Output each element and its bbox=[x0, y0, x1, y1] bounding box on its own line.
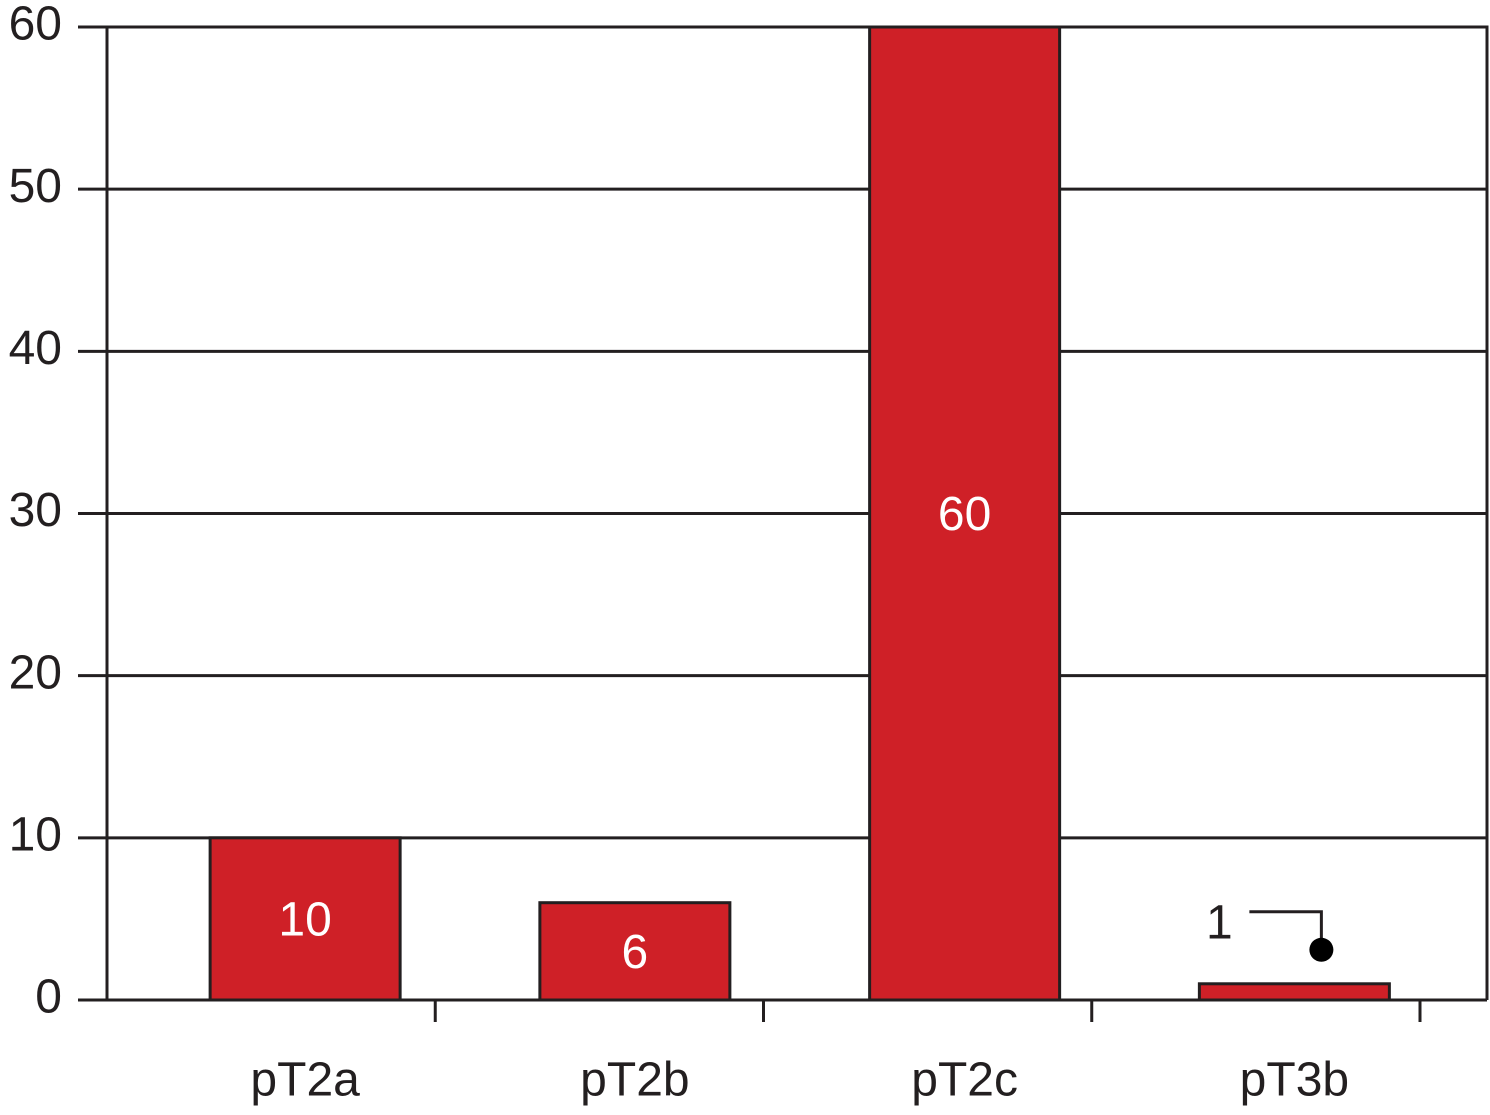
y-tick-label: 10 bbox=[9, 809, 62, 862]
x-tick-label: pT3b bbox=[1240, 1054, 1349, 1107]
y-tick-label: 50 bbox=[9, 160, 62, 213]
value-label: 1 bbox=[1206, 896, 1233, 949]
bar bbox=[868, 25, 1062, 1002]
bar bbox=[208, 836, 402, 1002]
leader-dot bbox=[1309, 937, 1334, 962]
y-tick-label: 40 bbox=[9, 322, 62, 375]
y-tick-label: 30 bbox=[9, 484, 62, 537]
y-tick-label: 60 bbox=[9, 0, 62, 51]
y-tick-label: 0 bbox=[35, 971, 62, 1024]
leader-line bbox=[1249, 910, 1323, 948]
value-label: 10 bbox=[278, 894, 331, 947]
x-tick-label: pT2b bbox=[580, 1054, 689, 1107]
value-label: 60 bbox=[938, 488, 991, 541]
bar bbox=[1197, 982, 1391, 1002]
x-tick-label: pT2c bbox=[911, 1054, 1018, 1107]
bar bbox=[538, 901, 732, 1002]
x-tick-label: pT2a bbox=[250, 1054, 360, 1107]
value-label: 6 bbox=[622, 926, 649, 979]
y-tick-label: 20 bbox=[9, 646, 62, 699]
